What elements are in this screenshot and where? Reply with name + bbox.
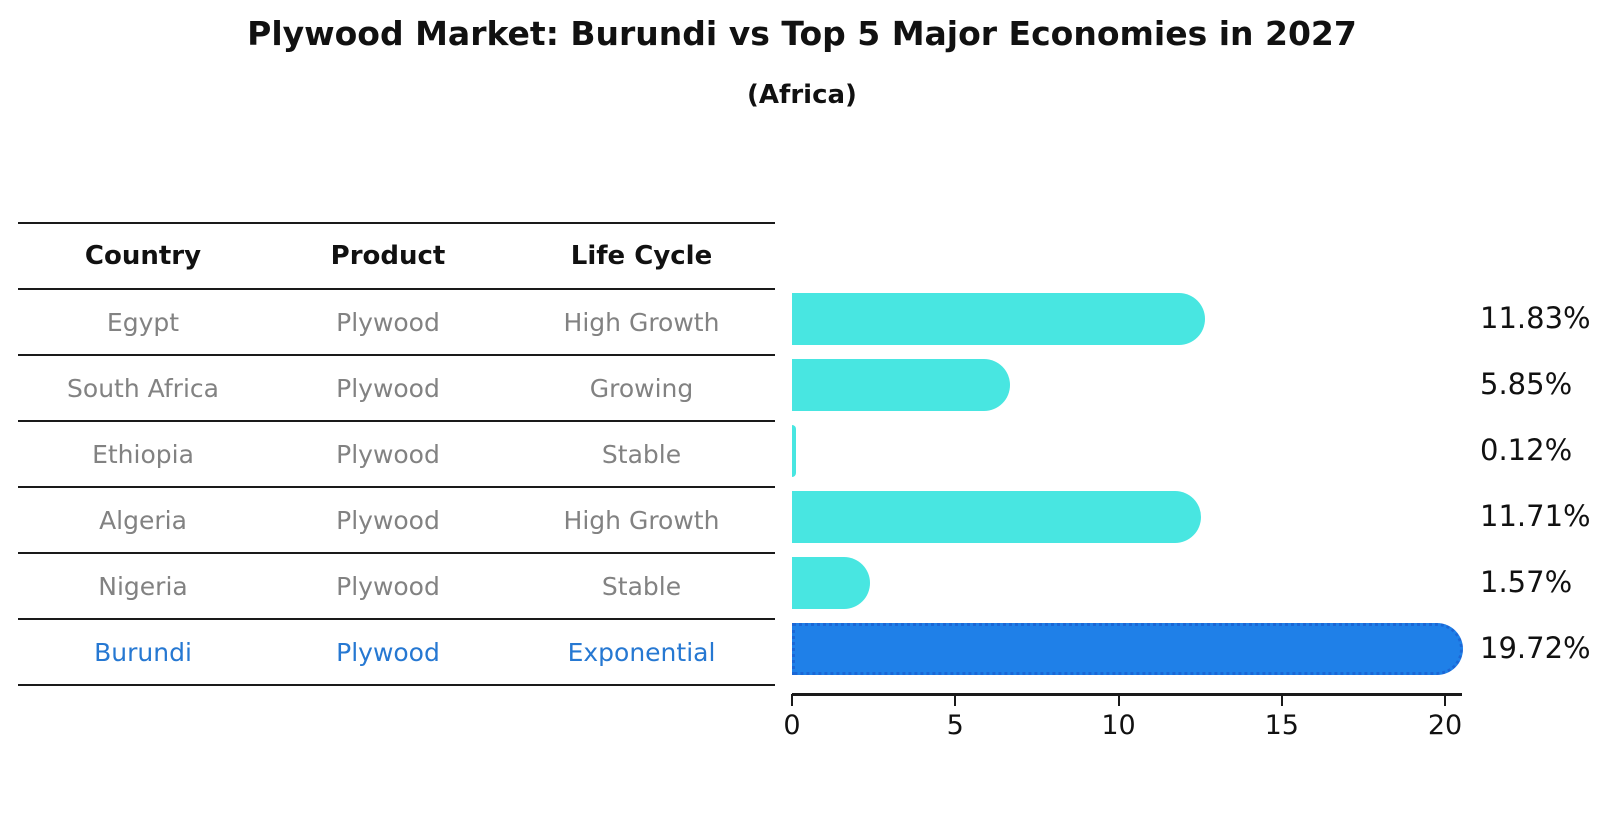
lifecycle-cell: High Growth	[563, 505, 720, 535]
bar	[792, 557, 871, 609]
country-table: Country Product Life Cycle Egypt Plywood H…	[18, 222, 775, 686]
lifecycle-cell: Exponential	[567, 637, 716, 667]
column-header-lifecycle: Life Cycle	[570, 241, 713, 271]
table-row: Nigeria Plywood Stable	[18, 554, 775, 620]
lifecycle-cell: Growing	[589, 373, 694, 403]
lifecycle-cell: Stable	[601, 439, 682, 469]
table-header-row: Country Product Life Cycle	[18, 224, 775, 290]
x-axis-line	[792, 693, 1462, 696]
table-row: South Africa Plywood Growing	[18, 356, 775, 422]
value-label: 5.85%	[1480, 367, 1573, 401]
bar-highlight	[792, 623, 1463, 675]
bar	[792, 293, 1206, 345]
product-cell: Plywood	[336, 307, 440, 337]
lifecycle-cell: High Growth	[563, 307, 720, 337]
country-cell: Ethiopia	[92, 439, 194, 469]
x-tick-mark	[1280, 694, 1283, 706]
column-header-country: Country	[84, 241, 202, 271]
country-cell: South Africa	[67, 373, 219, 403]
value-label: 1.57%	[1480, 565, 1573, 599]
bar	[792, 359, 1010, 411]
country-cell: Egypt	[106, 307, 180, 337]
country-cell: Algeria	[99, 505, 187, 535]
product-cell: Plywood	[336, 505, 440, 535]
x-tick-mark	[1117, 694, 1120, 706]
value-label: 11.83%	[1480, 301, 1591, 335]
x-tick-label: 15	[1264, 710, 1299, 741]
x-tick-mark	[954, 694, 957, 706]
country-cell: Burundi	[94, 637, 192, 667]
product-cell: Plywood	[336, 637, 440, 667]
table-row: Ethiopia Plywood Stable	[18, 422, 775, 488]
column-header-product: Product	[330, 241, 446, 271]
bar	[792, 491, 1202, 543]
x-tick-label: 5	[946, 710, 964, 741]
chart-subtitle: (Africa)	[747, 80, 857, 110]
table-row: Egypt Plywood High Growth	[18, 290, 775, 356]
lifecycle-cell: Stable	[601, 571, 682, 601]
x-tick-label: 20	[1427, 710, 1463, 741]
x-tick-mark	[1444, 694, 1446, 706]
product-cell: Plywood	[336, 373, 440, 403]
table-body: Egypt Plywood High Growth South Africa Plywo…	[18, 290, 775, 686]
value-label: 11.71%	[1480, 499, 1591, 533]
table-row: Algeria Plywood High Growth	[18, 488, 775, 554]
x-tick-label: 10	[1101, 710, 1136, 741]
value-label: 19.72%	[1480, 631, 1591, 665]
bar	[792, 425, 796, 477]
value-label: 0.12%	[1480, 433, 1573, 467]
product-cell: Plywood	[336, 439, 440, 469]
x-tick-label: 0	[783, 710, 801, 741]
chart-title: Plywood Market: Burundi vs Top 5 Major E…	[247, 14, 1357, 53]
x-tick-mark	[791, 694, 793, 706]
table-row: Burundi Plywood Exponential	[18, 620, 775, 686]
product-cell: Plywood	[336, 571, 440, 601]
country-cell: Nigeria	[98, 571, 188, 601]
